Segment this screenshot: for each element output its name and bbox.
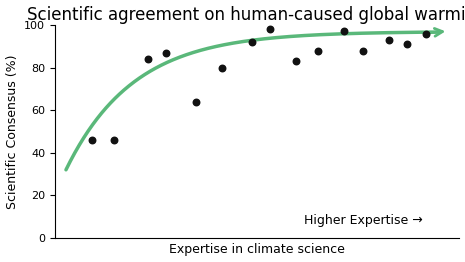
Point — [88, 138, 96, 142]
Point — [315, 48, 322, 53]
Point — [292, 59, 300, 63]
Point — [111, 138, 118, 142]
Title: Scientific agreement on human-caused global warming: Scientific agreement on human-caused glo… — [27, 6, 465, 24]
Point — [341, 29, 348, 34]
Text: Higher Expertise →: Higher Expertise → — [304, 214, 422, 227]
X-axis label: Expertise in climate science: Expertise in climate science — [169, 243, 345, 256]
Point — [266, 27, 274, 31]
Point — [218, 66, 226, 70]
Point — [404, 42, 411, 46]
Point — [144, 57, 151, 61]
Point — [162, 51, 170, 55]
Point — [385, 38, 392, 42]
Point — [192, 100, 199, 104]
Y-axis label: Scientific Consensus (%): Scientific Consensus (%) — [6, 54, 19, 209]
Point — [248, 40, 255, 44]
Point — [359, 48, 366, 53]
Point — [422, 31, 430, 36]
